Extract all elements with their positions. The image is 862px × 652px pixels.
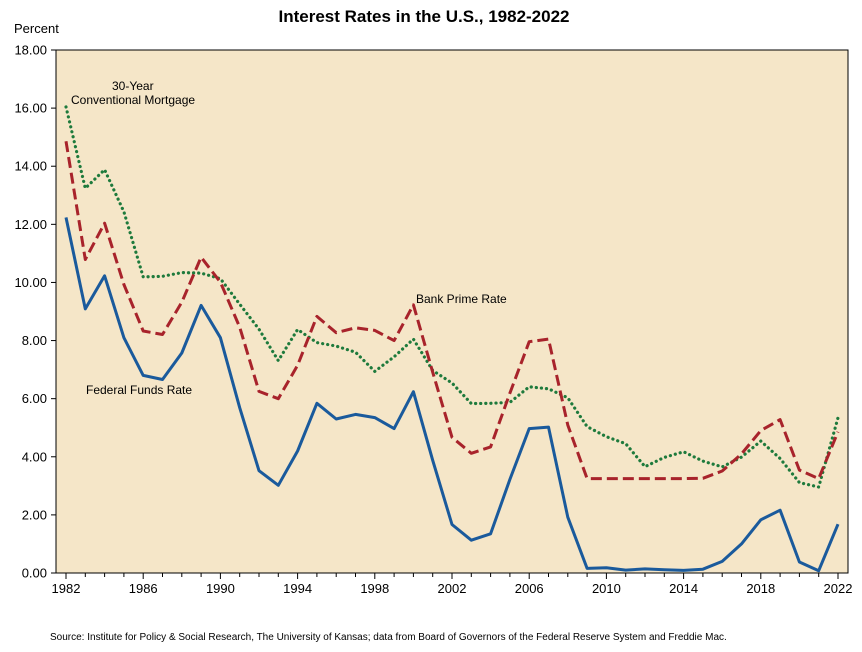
y-axis: 0.00 2.00 4.00 6.00 8.00 10.00 12.00 14.00 16.00… — [14, 43, 56, 581]
annotation-federal-funds-rate: Federal Funds Rate — [86, 383, 192, 397]
y-tick-label: 18.00 — [14, 43, 47, 58]
y-tick-label: 0.00 — [22, 566, 47, 581]
series-line-federal-funds-rate — [64, 217, 840, 573]
x-tick-label: 2022 — [824, 581, 853, 596]
source-note: Source: Institute for Policy & Social Re… — [50, 632, 727, 643]
x-tick-label: 1982 — [52, 581, 81, 596]
y-axis-label: Percent — [14, 21, 59, 36]
chart-title: Interest Rates in the U.S., 1982-2022 — [278, 7, 569, 26]
annotation-mortgage-line2: Conventional Mortgage — [71, 93, 195, 107]
x-tick-label: 1986 — [129, 581, 158, 596]
x-axis: 1982 1986 1990 1994 1998 2002 2006 2010 2014 2018… — [52, 573, 853, 596]
y-tick-label: 12.00 — [14, 217, 47, 232]
series-layer — [64, 105, 840, 573]
plot-area — [55, 49, 849, 574]
annotation-bank-prime-rate: Bank Prime Rate — [416, 292, 507, 306]
annotation-mortgage-line1: 30-Year — [112, 79, 154, 93]
x-tick-label: 1990 — [206, 581, 235, 596]
x-tick-label: 2010 — [592, 581, 621, 596]
y-tick-label: 16.00 — [14, 101, 47, 116]
x-tick-label: 1998 — [360, 581, 389, 596]
y-tick-label: 8.00 — [22, 333, 47, 348]
y-tick-label: 4.00 — [22, 449, 47, 464]
x-tick-label: 2006 — [515, 581, 544, 596]
y-tick-label: 14.00 — [14, 159, 47, 174]
x-tick-label: 2018 — [746, 581, 775, 596]
y-tick-label: 2.00 — [22, 507, 47, 522]
series-line-30-year-conventional-mortgage — [64, 105, 840, 489]
series-line-bank-prime-rate — [64, 140, 840, 481]
x-tick-label: 1994 — [283, 581, 312, 596]
x-tick-label: 2014 — [669, 581, 698, 596]
x-tick-label: 2002 — [438, 581, 467, 596]
y-tick-label: 6.00 — [22, 391, 47, 406]
y-tick-label: 10.00 — [14, 275, 47, 290]
